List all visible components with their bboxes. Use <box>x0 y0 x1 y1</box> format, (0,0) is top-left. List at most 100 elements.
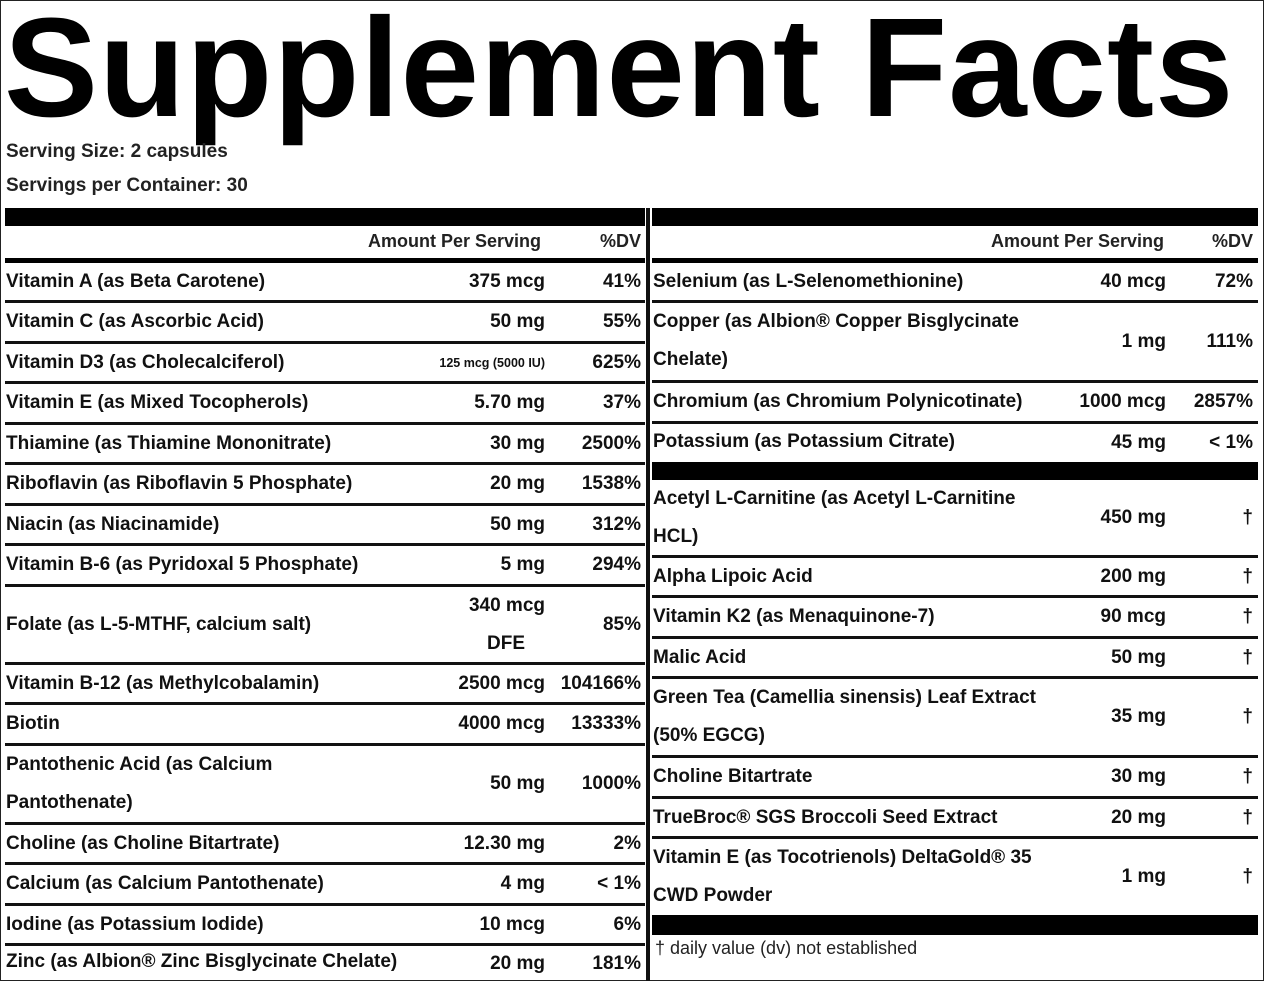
amount-per-serving: 1 mg <box>1122 323 1166 361</box>
daily-value: 1000% <box>581 773 641 794</box>
nutrient-name-line: Potassium (as Potassium Citrate) <box>653 430 955 452</box>
nutrient-name: Folate (as L-5-MTHF, calcium salt) <box>6 606 311 644</box>
amount-per-serving: 450 mg <box>1101 499 1166 537</box>
daily-value: 2% <box>613 832 641 854</box>
amount-line: 10 mcg <box>479 913 545 935</box>
nutrient-name-line: Choline (as Choline Bitartrate) <box>6 832 280 854</box>
nutrient-name-line: HCL) <box>653 526 699 547</box>
nutrient-name-line: Iodine (as Potassium Iodide) <box>6 913 264 935</box>
nutrient-name: Pantothenic Acid (as Calcium Pantothenate… <box>6 746 272 822</box>
nutrient-name: Riboflavin (as Riboflavin 5 Phosphate) <box>6 465 352 503</box>
amount-per-serving: 340 mcg DFE <box>469 587 545 663</box>
nutrient-name-line: Vitamin C (as Ascorbic Acid) <box>6 311 264 332</box>
nutrient-name-line: TrueBroc® SGS Broccoli Seed Extract <box>653 806 998 828</box>
nutrient-name-line: Acetyl L-Carnitine (as Acetyl L-Carnitin… <box>653 488 1016 509</box>
nutrient-name: Biotin <box>6 705 60 743</box>
amount-line: 5 mg <box>500 554 545 575</box>
amount-line: 30 mg <box>1111 766 1166 787</box>
daily-value: 625% <box>592 351 641 373</box>
amount-header: Amount Per Serving <box>990 231 1164 251</box>
amount-per-serving: 10 mcg <box>480 906 545 944</box>
amount-line: 2500 mcg <box>458 672 545 694</box>
daily-value: † <box>1242 806 1253 828</box>
table-header: Amount Per Serving %DV <box>5 226 645 263</box>
amount-line: DFE <box>487 632 525 654</box>
amount-per-serving: 90 mcg <box>1101 598 1166 636</box>
nutrient-name: Zinc (as Albion® Zinc Bisglycinate Chela… <box>6 943 397 981</box>
amount-per-serving: 200 mg <box>1101 558 1166 596</box>
table-row: Green Tea (Camellia sinensis) Leaf Extra… <box>652 679 1258 758</box>
amount-per-serving: 35 mg <box>1111 698 1166 736</box>
nutrient-name-line: Vitamin D3 (as Cholecalciferol) <box>6 351 285 373</box>
table-row: Vitamin E (as Tocotrienols) DeltaGold® 3… <box>652 839 1258 915</box>
serving-size: Serving Size: 2 capsules <box>6 141 228 162</box>
table-row: Pantothenic Acid (as Calcium Pantothenate… <box>5 746 645 825</box>
nutrient-name: Vitamin B-6 (as Pyridoxal 5 Phosphate) <box>6 546 358 584</box>
amount-per-serving: 1000 mcg <box>1079 383 1166 421</box>
daily-value: † <box>1242 506 1253 528</box>
nutrient-name-line: Calcium (as Calcium Pantothenate) <box>6 873 324 894</box>
amount-line: 20 mg <box>1111 806 1166 828</box>
table-header: Amount Per Serving %DV <box>652 226 1258 263</box>
daily-value: † <box>1242 766 1253 787</box>
amount-per-serving: 50 mg <box>490 303 545 341</box>
nutrient-name: Vitamin K2 (as Menaquinone-7) <box>653 598 935 636</box>
amount-per-serving: 4 mg <box>501 865 545 903</box>
nutrient-name-line: (50% EGCG) <box>653 725 765 746</box>
nutrient-name: Acetyl L-Carnitine (as Acetyl L-Carnitin… <box>653 480 1015 556</box>
amount-per-serving: 20 mg <box>490 465 545 503</box>
daily-value: 37% <box>602 392 641 413</box>
nutrient-name: TrueBroc® SGS Broccoli Seed Extract <box>653 799 998 837</box>
amount-line: 35 mg <box>1111 706 1166 727</box>
nutrient-name-line: Thiamine (as Thiamine Mononitrate) <box>6 432 332 454</box>
daily-value: † <box>1242 646 1253 668</box>
amount-per-serving: 20 mg <box>490 945 545 983</box>
daily-value: 13333% <box>571 713 641 734</box>
nutrient-name-line: CWD Powder <box>653 885 773 906</box>
amount-line: 12.30 mg <box>463 832 545 854</box>
amount-line: 1 mg <box>1121 330 1166 352</box>
table-row: TrueBroc® SGS Broccoli Seed Extract 20 mg… <box>652 799 1258 839</box>
daily-value: 181% <box>592 952 641 974</box>
daily-value: 72% <box>1214 270 1253 292</box>
table-row: Potassium (as Potassium Citrate) 45 mg < 1… <box>652 424 1258 462</box>
dv-header: %DV <box>1211 231 1253 251</box>
amount-line: 20 mg <box>490 473 545 494</box>
nutrient-name-line: Green Tea (Camellia sinensis) Leaf Extra… <box>653 687 1036 708</box>
dv-header: %DV <box>599 231 641 251</box>
nutrient-name-line: Folate (as L-5-MTHF, calcium salt) <box>6 613 312 635</box>
amount-line: 50 mg <box>490 773 545 794</box>
table-row: Niacin (as Niacinamide) 50 mg 312% <box>5 506 645 546</box>
table-row: Selenium (as L-Selenomethionine) 40 mcg 72… <box>652 263 1258 303</box>
nutrient-name: Vitamin E (as Mixed Tocopherols) <box>6 384 308 422</box>
daily-value: † <box>1242 706 1253 727</box>
table-row: Vitamin B-6 (as Pyridoxal 5 Phosphate) 5 … <box>5 546 645 587</box>
nutrient-name-line: Malic Acid <box>653 646 747 668</box>
amount-line: 30 mg <box>490 432 545 454</box>
table-row: Choline Bitartrate 30 mg † <box>652 758 1258 799</box>
daily-value: 41% <box>602 270 641 292</box>
nutrient-name: Niacin (as Niacinamide) <box>6 506 219 544</box>
nutrient-name: Thiamine (as Thiamine Mononitrate) <box>6 425 331 463</box>
amount-line: 450 mg <box>1100 506 1166 528</box>
nutrient-name: Choline Bitartrate <box>653 758 812 796</box>
section-bar <box>652 462 1258 480</box>
amount-line: 50 mg <box>1111 646 1166 668</box>
amount-per-serving: 50 mg <box>1111 639 1166 677</box>
daily-value: < 1% <box>597 873 641 894</box>
table-row: Acetyl L-Carnitine (as Acetyl L-Carnitin… <box>652 480 1258 558</box>
amount-line: 375 mcg <box>468 270 545 292</box>
nutrient-name-line: Vitamin A (as Beta Carotene) <box>6 270 266 292</box>
amount-line: 50 mg <box>490 513 545 535</box>
nutrient-name-line: Vitamin E (as Tocotrienols) DeltaGold® 3… <box>653 847 1032 868</box>
daily-value: † <box>1242 606 1253 627</box>
amount-per-serving: 375 mcg <box>469 263 545 301</box>
table-row: Vitamin A (as Beta Carotene) 375 mcg 41% <box>5 263 645 303</box>
amount-line: 20 mg <box>490 952 545 974</box>
header-bar <box>5 208 645 226</box>
daily-value: † <box>1242 565 1253 587</box>
amount-line: 125 mcg (5000 IU) <box>439 355 545 370</box>
table-row: Vitamin B-12 (as Methylcobalamin) 2500 mc… <box>5 665 645 705</box>
nutrient-name-line: Vitamin E (as Mixed Tocopherols) <box>6 392 309 413</box>
amount-line: 50 mg <box>490 311 545 332</box>
